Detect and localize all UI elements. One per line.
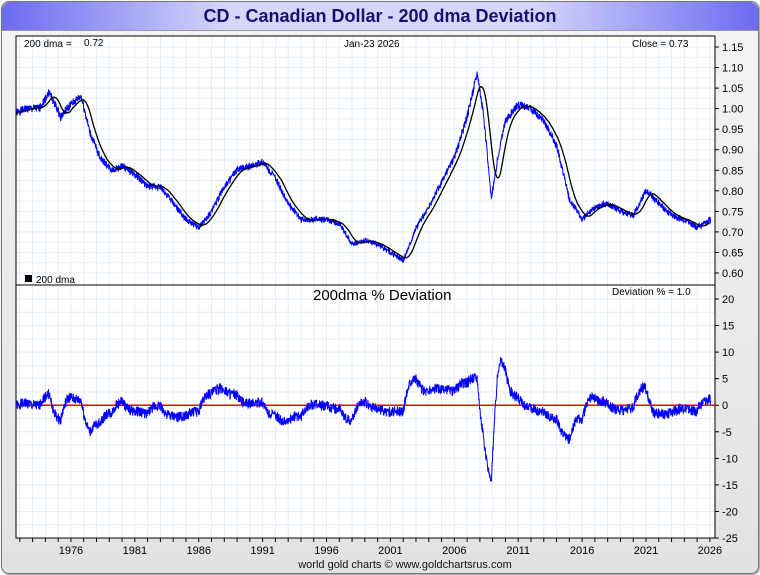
dma-label: 200 dma = [24,39,72,50]
dma-200-line [15,86,712,259]
y-tick-label: 5 [722,374,728,386]
y-tick-label: 0.70 [722,227,743,239]
y-tick-label: 1.10 [722,63,743,75]
y-tick-label: -5 [722,427,732,439]
y-tick-label: 20 [722,294,734,306]
date-label: Jan-23 2026 [344,39,400,50]
chart-title: CD - Canadian Dollar - 200 dma Deviation [2,2,758,31]
x-tick-label: 2021 [634,545,658,557]
x-tick-label: 2011 [506,545,530,557]
y-tick-label: 15 [722,321,734,333]
deviation-note: Deviation % = 1.0 [612,287,691,298]
x-tick-label: 2006 [442,545,466,557]
y-tick-label: 1.15 [722,42,743,54]
x-tick-label: 1996 [314,545,338,557]
y-tick-label: 0.95 [722,124,743,136]
close-label: Close = 0.73 [632,39,689,50]
legend-label: 200 dma [36,275,75,286]
x-tick-label: 2016 [570,545,594,557]
y-tick-label: 0.60 [722,268,743,280]
y-tick-label: 0.75 [722,206,743,218]
x-tick-label: 1986 [186,545,210,557]
y-tick-label: -10 [722,453,738,465]
y-tick-label: -15 [722,480,738,492]
y-tick-label: 1.05 [722,83,743,95]
y-tick-label: 10 [722,347,734,359]
deviation-title: 200dma % Deviation [313,287,451,304]
deviation-line [15,357,712,482]
y-tick-label: -25 [722,533,738,545]
plot-border [15,35,716,539]
y-tick-label: 0.90 [722,145,743,157]
x-tick-label: 1991 [250,545,274,557]
x-tick-label: 1981 [123,545,147,557]
legend-swatch [25,275,32,282]
y-tick-label: 1.00 [722,104,743,116]
y-tick-label: 0 [722,400,728,412]
y-tick-label: -20 [722,506,738,518]
plot-background [16,36,715,538]
x-tick-label: 2001 [378,545,402,557]
y-tick-label: 0.65 [722,247,743,259]
y-tick-label: 0.85 [722,165,743,177]
x-tick-label: 1976 [59,545,83,557]
x-tick-label: 2026 [698,545,722,557]
dma-value: 0.72 [84,38,104,49]
y-tick-label: 0.80 [722,186,743,198]
footer-credit: world gold charts © www.goldchartsrus.co… [297,559,512,571]
